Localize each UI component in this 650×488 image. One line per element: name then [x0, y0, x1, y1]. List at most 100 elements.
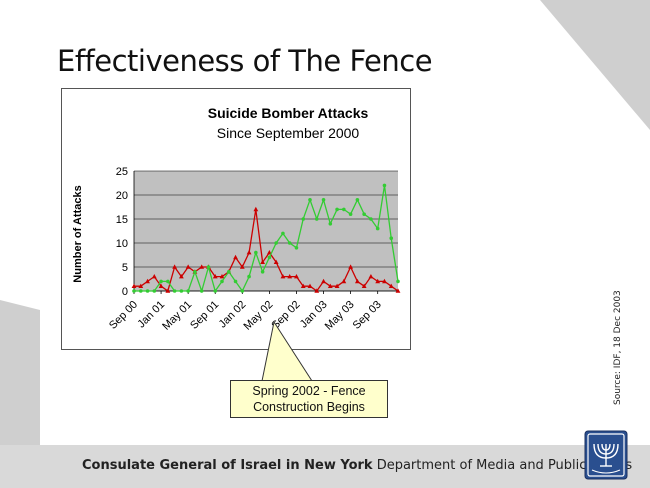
- executed-point: [287, 274, 293, 279]
- chart-title: Suicide Bomber Attacks: [208, 105, 369, 121]
- series-line-intercepted: [134, 185, 399, 294]
- intercepted-point: [172, 289, 177, 293]
- intercepted-point: [314, 217, 319, 221]
- intercepted-point: [186, 289, 190, 293]
- footer-consulate: Consulate General of Israel in New York: [82, 458, 373, 473]
- executed-point: [172, 264, 178, 269]
- intercepted-point: [254, 250, 258, 255]
- intercepted-point: [159, 279, 163, 284]
- executed-point: [212, 274, 218, 279]
- intercepted-point: [179, 289, 184, 293]
- executed-point: [314, 288, 320, 293]
- x-tick-label: Sep 03: [351, 299, 384, 332]
- executed-point: [294, 274, 299, 279]
- intercepted-point: [389, 236, 394, 240]
- intercepted-point: [355, 198, 360, 202]
- fence-callout: Spring 2002 - Fence Construction Begins: [230, 380, 388, 418]
- executed-point: [307, 283, 313, 288]
- executed-point: [266, 250, 272, 255]
- executed-point: [354, 278, 360, 284]
- intercepted-point: [260, 270, 265, 274]
- intercepted-point: [274, 241, 278, 245]
- y-tick-label: 0: [122, 286, 128, 298]
- executed-point: [145, 278, 150, 284]
- series-line-executed: [134, 209, 399, 293]
- executed-point: [219, 274, 225, 279]
- executed-point: [395, 288, 401, 293]
- x-tick-label: Sep 00: [107, 299, 140, 332]
- executed-point: [253, 206, 259, 212]
- chart-subtitle: Since September 2000: [217, 125, 360, 141]
- source-note: Source: IDF, 18 Dec 2003: [613, 290, 623, 405]
- executed-point: [361, 283, 367, 288]
- intercepted-point: [294, 246, 299, 250]
- slide-title: Effectiveness of The Fence: [57, 44, 433, 78]
- menorah-emblem-icon: [584, 430, 628, 480]
- intercepted-point: [342, 207, 346, 212]
- executed-point: [239, 264, 245, 269]
- intercepted-point: [166, 279, 170, 284]
- intercepted-point: [132, 289, 136, 293]
- executed-point: [368, 274, 374, 279]
- intercepted-point: [348, 212, 353, 216]
- executed-point: [246, 250, 252, 255]
- intercepted-point: [240, 289, 245, 293]
- executed-point: [178, 274, 184, 279]
- chart-area: Suicide Bomber Attacks Since September 2…: [61, 88, 411, 350]
- x-tick-label: May 03: [323, 299, 357, 333]
- executed-point: [233, 254, 238, 260]
- executed-point: [131, 283, 137, 288]
- intercepted-point: [362, 212, 366, 216]
- executed-point: [260, 259, 266, 264]
- intercepted-point: [375, 226, 380, 231]
- intercepted-point: [199, 289, 204, 293]
- intercepted-point: [193, 270, 197, 274]
- executed-point: [388, 283, 394, 288]
- executed-point: [341, 278, 347, 284]
- callout-line-1: Spring 2002 - Fence: [252, 384, 366, 398]
- x-tick-label: Sep 01: [188, 299, 221, 332]
- x-tick-label: May 01: [160, 299, 194, 333]
- y-tick-label: 10: [116, 238, 128, 250]
- intercepted-point: [138, 289, 143, 293]
- intercepted-point: [145, 289, 150, 293]
- intercepted-point: [308, 198, 312, 202]
- intercepted-point: [369, 217, 373, 221]
- executed-point: [158, 283, 164, 288]
- y-tick-label: 25: [116, 166, 128, 178]
- executed-point: [327, 283, 333, 288]
- intercepted-point: [206, 265, 211, 269]
- plot-background: [134, 171, 398, 291]
- intercepted-point: [267, 255, 272, 260]
- executed-point: [185, 264, 191, 269]
- callout-line-2: Construction Begins: [253, 400, 365, 414]
- top-corner-shape: [540, 0, 650, 130]
- intercepted-point: [328, 222, 333, 226]
- footer-text: Consulate General of Israel in New York …: [82, 458, 632, 473]
- intercepted-point: [233, 279, 238, 284]
- footer-band: [0, 445, 650, 488]
- executed-point: [334, 283, 340, 288]
- executed-point: [273, 259, 279, 264]
- executed-point: [375, 278, 381, 284]
- executed-point: [348, 264, 354, 269]
- y-tick-label: 20: [116, 190, 128, 202]
- intercepted-point: [152, 289, 157, 293]
- line-chart: Suicide Bomber Attacks Since September 2…: [72, 105, 401, 333]
- executed-point: [151, 274, 157, 279]
- footer-department: Department of Media and Public Affairs: [372, 458, 633, 473]
- x-tick-label: Sep 02: [269, 299, 302, 332]
- intercepted-point: [281, 231, 285, 236]
- executed-point: [199, 264, 205, 269]
- executed-point: [382, 278, 387, 284]
- executed-point: [165, 288, 171, 293]
- intercepted-point: [382, 183, 387, 188]
- executed-point: [300, 283, 306, 288]
- y-tick-label: 5: [122, 262, 128, 274]
- intercepted-point: [220, 279, 224, 284]
- intercepted-point: [321, 198, 326, 202]
- y-tick-label: 15: [116, 214, 128, 226]
- intercepted-point: [301, 217, 306, 221]
- executed-point: [280, 274, 286, 279]
